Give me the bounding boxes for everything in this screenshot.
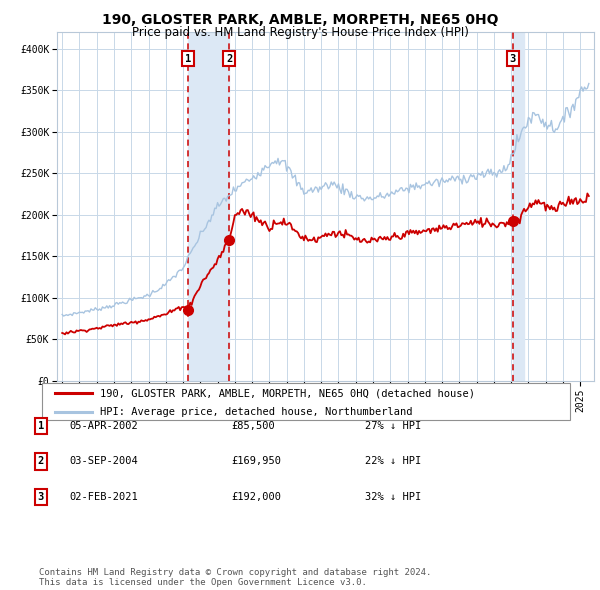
Text: 1: 1 [38,421,44,431]
Text: £192,000: £192,000 [231,492,281,502]
Text: HPI: Average price, detached house, Northumberland: HPI: Average price, detached house, Nort… [100,407,413,417]
Bar [512,32,524,381]
Text: 02-FEB-2021: 02-FEB-2021 [69,492,138,502]
FancyBboxPatch shape [42,383,570,420]
Text: Price paid vs. HM Land Registry's House Price Index (HPI): Price paid vs. HM Land Registry's House … [131,26,469,39]
Text: £169,950: £169,950 [231,457,281,466]
Text: £85,500: £85,500 [231,421,275,431]
Text: 190, GLOSTER PARK, AMBLE, MORPETH, NE65 0HQ (detached house): 190, GLOSTER PARK, AMBLE, MORPETH, NE65 … [100,388,475,398]
Text: 2: 2 [226,54,232,64]
Text: 03-SEP-2004: 03-SEP-2004 [69,457,138,466]
Text: 190, GLOSTER PARK, AMBLE, MORPETH, NE65 0HQ: 190, GLOSTER PARK, AMBLE, MORPETH, NE65 … [102,13,498,27]
Text: 32% ↓ HPI: 32% ↓ HPI [365,492,421,502]
Text: 22% ↓ HPI: 22% ↓ HPI [365,457,421,466]
Text: 2: 2 [38,457,44,466]
Bar [188,32,229,381]
Text: 3: 3 [509,54,516,64]
Text: 05-APR-2002: 05-APR-2002 [69,421,138,431]
Text: 3: 3 [38,492,44,502]
Text: 27% ↓ HPI: 27% ↓ HPI [365,421,421,431]
Text: Contains HM Land Registry data © Crown copyright and database right 2024.
This d: Contains HM Land Registry data © Crown c… [39,568,431,587]
Text: 1: 1 [185,54,191,64]
